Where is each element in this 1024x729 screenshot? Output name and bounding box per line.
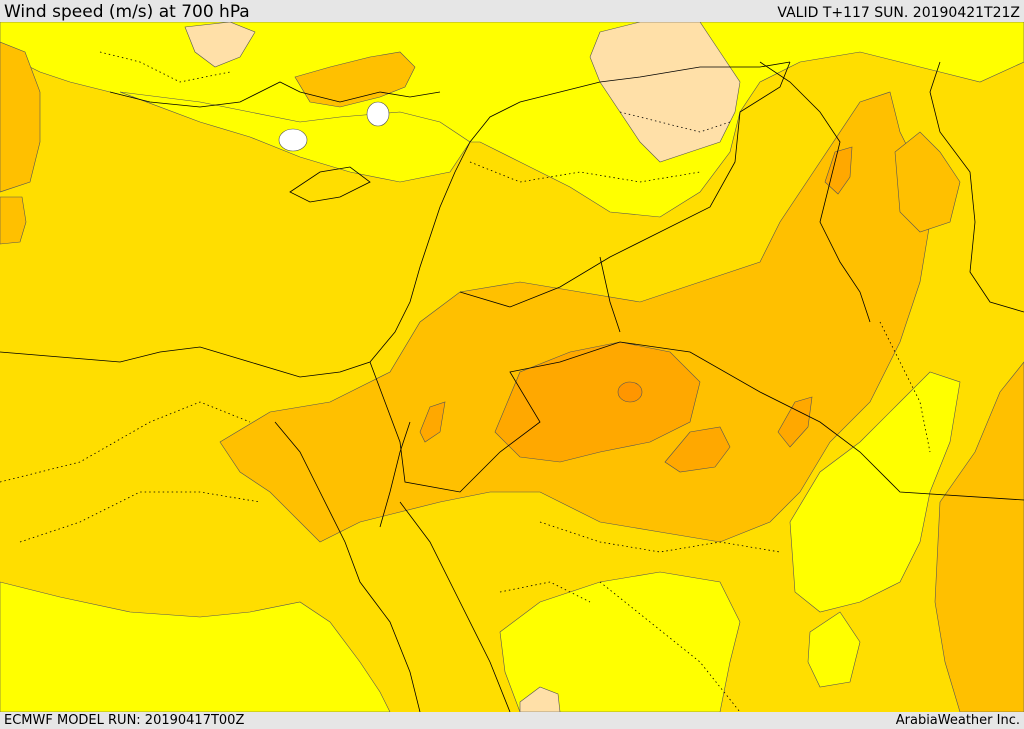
calm-spot-1 — [366, 101, 390, 127]
very-strong-wind-cell — [617, 381, 643, 403]
strong-wind-zone-west-cell — [419, 401, 446, 443]
map-area — [0, 22, 1024, 712]
province-borders — [0, 51, 931, 712]
low-wind-zone-east — [789, 371, 961, 613]
fresh-wind-zone-west-small — [0, 196, 27, 245]
fresh-wind-zone-west — [0, 41, 41, 193]
map-footer: ECMWF MODEL RUN: 20190417T00Z ArabiaWeat… — [0, 712, 1024, 729]
map-header: Wind speed (m/s) at 700 hPa VALID T+117 … — [0, 0, 1024, 22]
calm-spot-2 — [278, 128, 308, 152]
very-low-wind-zone-north — [589, 22, 741, 163]
fresh-wind-zone-central — [219, 91, 931, 543]
model-run-label: ECMWF MODEL RUN: 20190417T00Z — [4, 713, 245, 728]
fresh-wind-zone-northeast — [894, 131, 961, 233]
low-wind-zone-southwest — [0, 581, 391, 712]
strong-wind-zone-core — [494, 341, 701, 463]
strong-wind-zone-ne-cell — [824, 146, 853, 195]
fresh-wind-zone-east-band — [934, 361, 1024, 712]
very-low-wind-zone-nw — [184, 22, 256, 68]
valid-time-label: VALID T+117 SUN. 20190421T21Z — [777, 5, 1020, 21]
map-title: Wind speed (m/s) at 700 hPa — [4, 2, 250, 22]
very-low-wind-zone-south — [519, 686, 561, 712]
credit-label: ArabiaWeather Inc. — [895, 713, 1020, 728]
wind-speed-map — [0, 22, 1024, 712]
low-wind-zone-east-small — [807, 611, 861, 688]
coastlines — [0, 61, 871, 712]
fresh-wind-zone-north-band — [294, 51, 416, 108]
strong-wind-zone-mid-east — [777, 396, 813, 448]
country-borders — [369, 61, 1024, 501]
low-wind-zone-south — [499, 571, 741, 712]
strong-wind-zone-east-cell — [664, 426, 731, 473]
